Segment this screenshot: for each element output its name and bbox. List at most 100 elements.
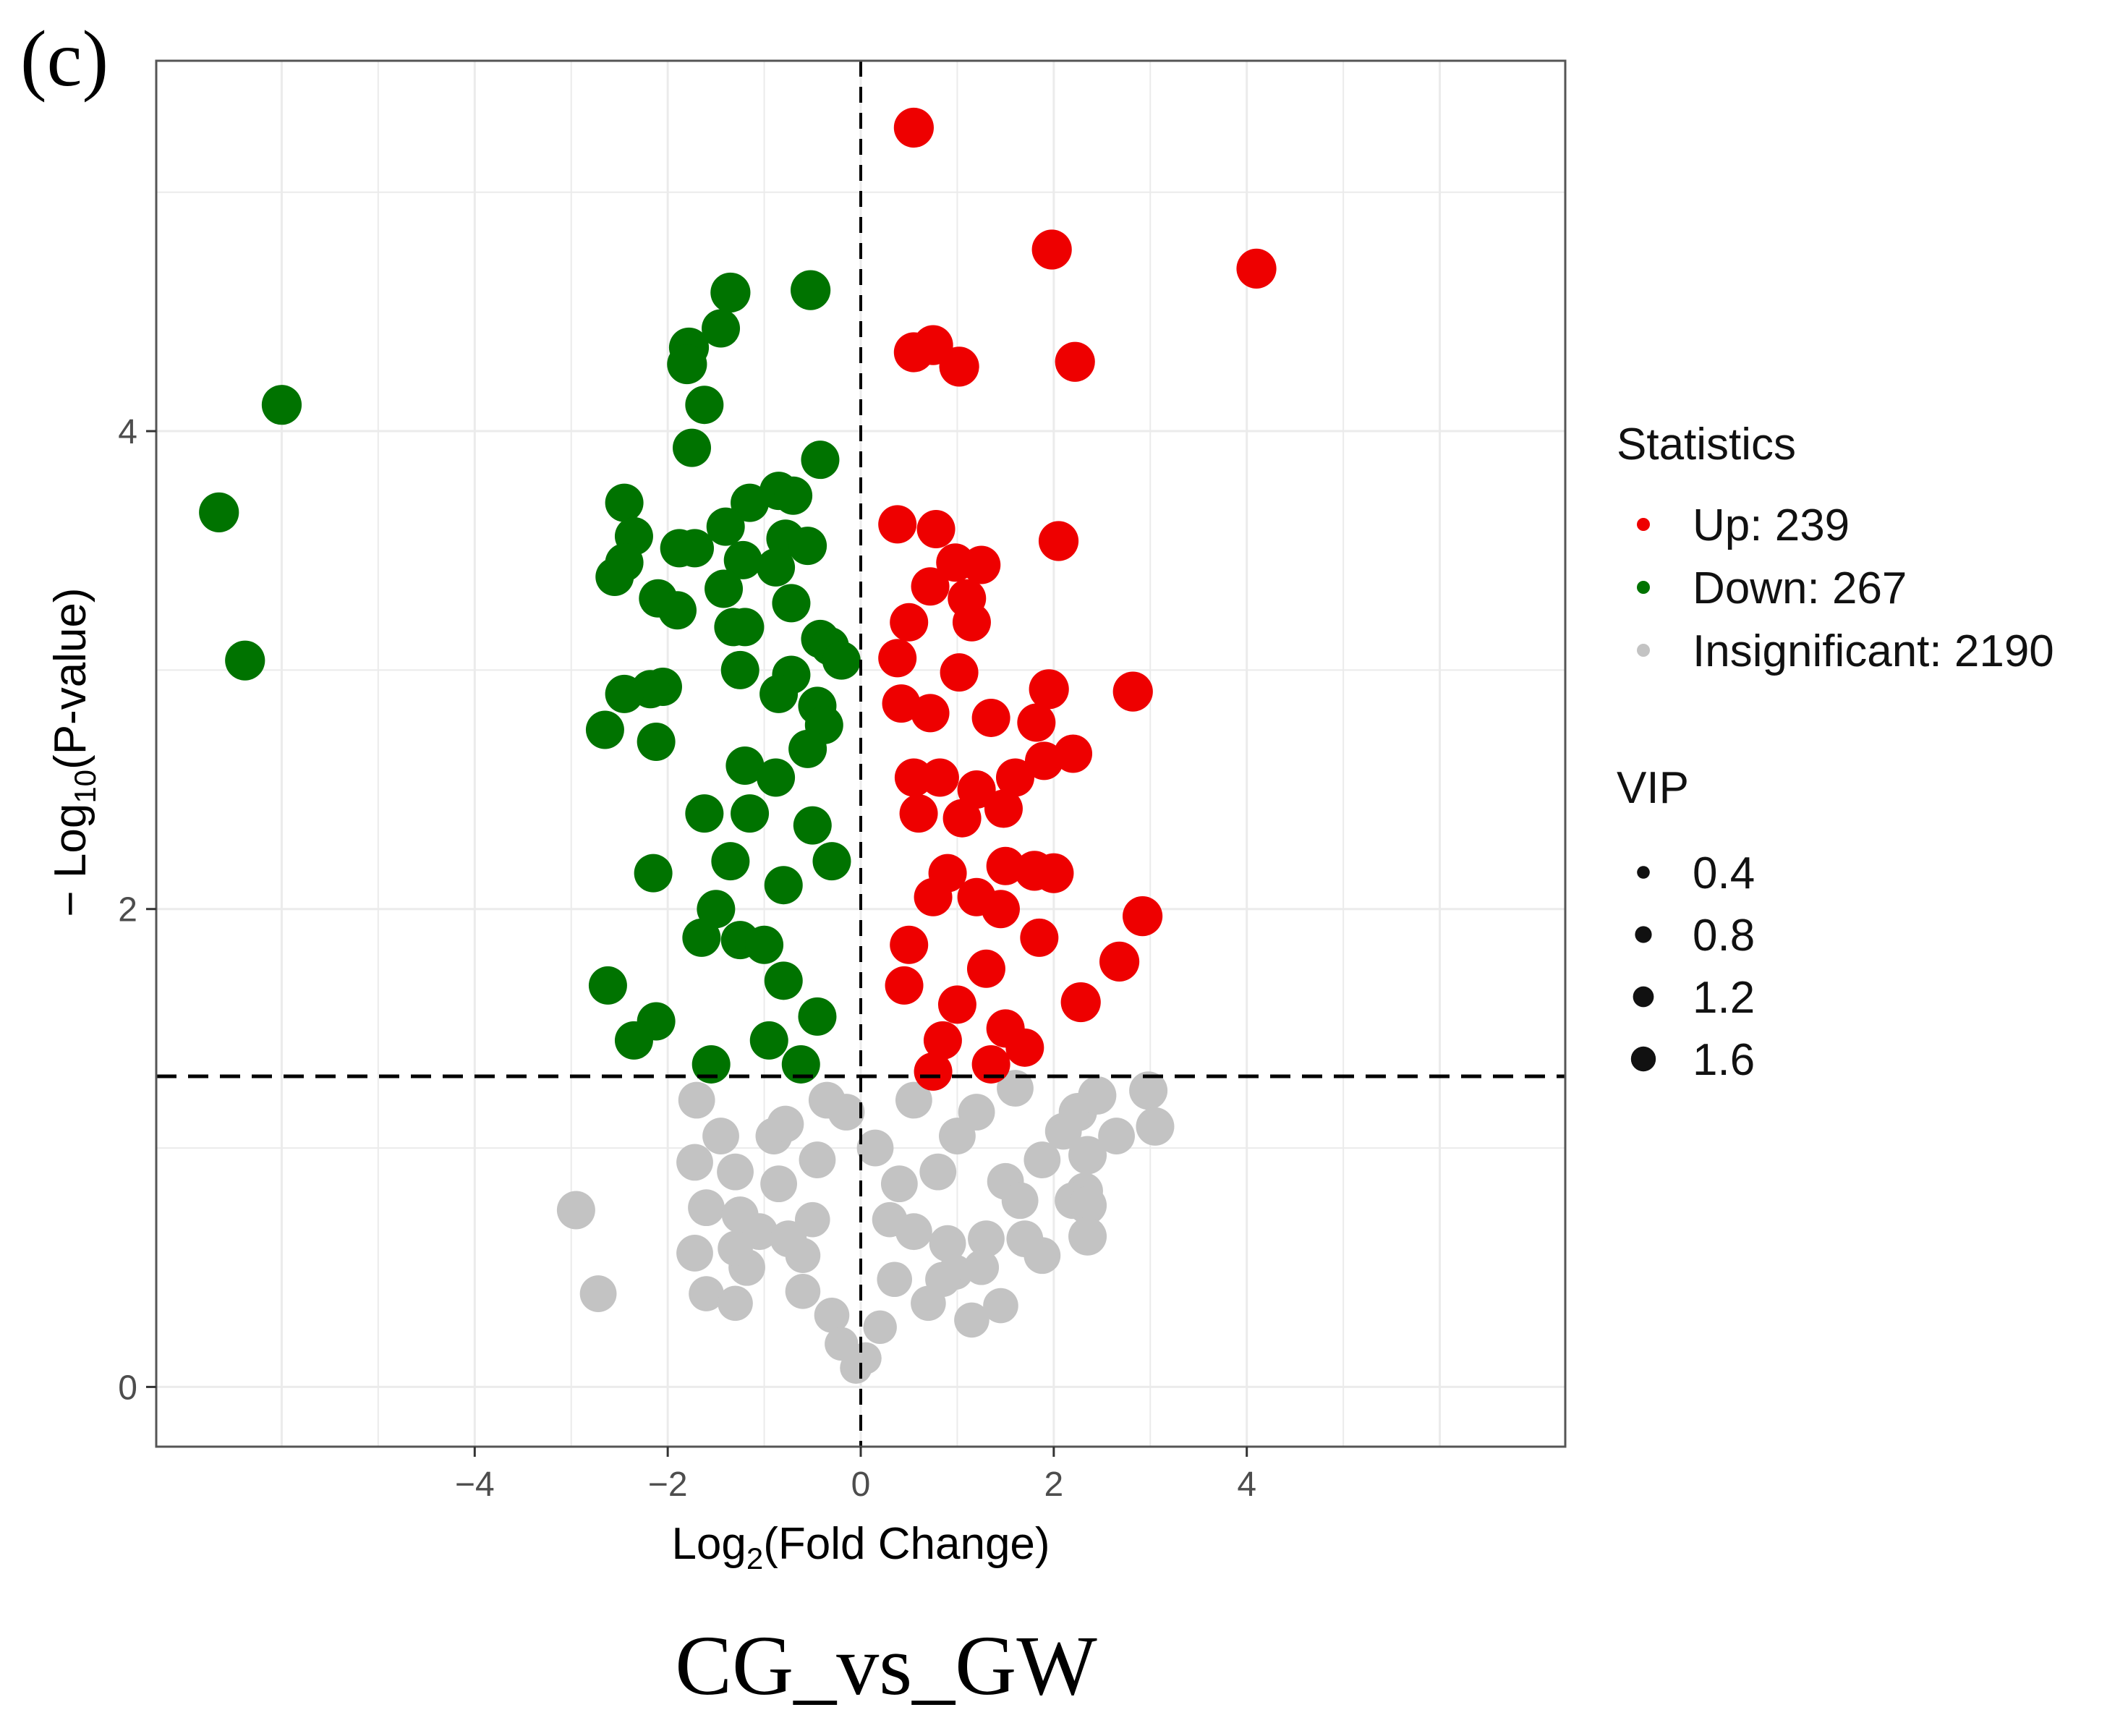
point-down xyxy=(788,729,827,768)
point-insignificant xyxy=(785,1273,821,1309)
point-up xyxy=(1020,918,1059,957)
point-up xyxy=(923,1021,962,1060)
point-insignificant xyxy=(968,1220,1005,1257)
point-down xyxy=(757,758,796,797)
point-insignificant xyxy=(880,1165,918,1203)
point-insignificant xyxy=(718,1285,753,1322)
point-down xyxy=(705,569,744,608)
legend-statistics-title: Statistics xyxy=(1617,420,1796,469)
legend-key-down xyxy=(1637,581,1650,594)
point-insignificant xyxy=(556,1191,595,1230)
legend-vip-key xyxy=(1630,1046,1656,1072)
point-down xyxy=(725,608,765,647)
point-insignificant xyxy=(785,1238,821,1274)
point-insignificant xyxy=(1068,1186,1107,1225)
point-insignificant xyxy=(799,1141,836,1178)
legend-vip-label: 0.4 xyxy=(1693,848,1755,898)
point-down xyxy=(225,640,265,681)
y-axis-title-main: − Log xyxy=(46,804,95,917)
y-axis-title: − Log10(P-value) xyxy=(46,587,102,916)
point-down xyxy=(605,674,644,713)
point-down xyxy=(667,344,707,385)
point-insignificant xyxy=(1129,1071,1168,1110)
point-up xyxy=(962,545,1001,584)
x-axis-title-main: Log xyxy=(671,1519,746,1569)
point-down xyxy=(812,842,851,881)
point-up xyxy=(885,966,924,1005)
point-down xyxy=(614,1021,653,1060)
point-insignificant xyxy=(1068,1136,1107,1175)
point-up xyxy=(890,603,929,642)
point-insignificant xyxy=(877,1261,912,1298)
point-down xyxy=(605,483,644,522)
point-down xyxy=(706,507,745,546)
point-down xyxy=(731,483,770,522)
chart-subtitle: CG_vs_GW xyxy=(675,1618,1097,1713)
point-insignificant xyxy=(794,1201,830,1238)
point-insignificant xyxy=(702,1118,739,1154)
x-tick-label: −4 xyxy=(455,1465,495,1504)
x-axis-title-subscript: 2 xyxy=(746,1541,763,1575)
point-up xyxy=(920,758,959,797)
point-insignificant xyxy=(718,1230,753,1267)
point-down xyxy=(634,854,673,893)
x-tick-label: 0 xyxy=(851,1465,871,1504)
legend-vip-key xyxy=(1637,866,1650,879)
point-insignificant xyxy=(958,1094,995,1131)
point-insignificant xyxy=(895,1081,932,1119)
point-insignificant xyxy=(676,1235,713,1272)
point-down xyxy=(788,527,827,566)
point-up xyxy=(971,1044,1010,1084)
point-up xyxy=(984,789,1023,828)
point-insignificant xyxy=(925,1261,961,1298)
point-up xyxy=(916,509,956,548)
point-down xyxy=(759,674,799,713)
point-insignificant xyxy=(814,1298,850,1333)
point-insignificant xyxy=(825,1327,859,1361)
point-up xyxy=(882,684,921,723)
point-insignificant xyxy=(1098,1118,1135,1154)
legend-key-insignificant xyxy=(1637,644,1650,657)
point-down xyxy=(710,272,751,313)
point-down xyxy=(691,1044,731,1084)
point-up xyxy=(899,794,938,833)
point-down xyxy=(702,309,741,348)
point-down xyxy=(673,428,712,467)
legend-vip-items: 0.4 0.8 1.2 1.6 xyxy=(1630,848,1755,1085)
y-tick-label: 2 xyxy=(118,891,137,929)
point-down xyxy=(781,1044,820,1084)
point-down xyxy=(798,997,837,1036)
point-down xyxy=(711,842,750,881)
legend-statistics-items: Up: 239 Down: 267 Insignificant: 2190 xyxy=(1637,501,2054,676)
x-tick-label: 2 xyxy=(1044,1465,1063,1504)
data-points xyxy=(199,107,1277,1384)
point-down xyxy=(261,385,302,425)
point-down xyxy=(585,710,624,749)
point-up xyxy=(890,925,929,964)
point-down xyxy=(757,548,796,587)
point-up xyxy=(878,505,917,544)
y-axis-title-rest: (P-value) xyxy=(46,587,95,770)
point-insignificant xyxy=(872,1201,908,1238)
point-up xyxy=(1112,671,1153,712)
point-insignificant xyxy=(1136,1107,1175,1146)
point-up xyxy=(911,694,950,733)
x-axis-ticks: −4 −2 0 2 4 xyxy=(455,1447,1256,1504)
point-down xyxy=(793,806,832,845)
legend-label-up: Up: 239 xyxy=(1693,501,1850,550)
point-insignificant xyxy=(954,1302,989,1338)
legend-label-insignificant: Insignificant: 2190 xyxy=(1693,626,2054,676)
legend: Statistics Up: 239 Down: 267 Insignificant… xyxy=(1617,420,2054,1085)
point-down xyxy=(791,270,831,310)
legend-vip-key xyxy=(1635,926,1652,943)
point-up xyxy=(966,949,1005,988)
x-tick-label: 4 xyxy=(1237,1465,1256,1504)
point-down xyxy=(657,591,697,630)
point-up xyxy=(1029,669,1069,710)
point-up xyxy=(1054,734,1093,773)
point-down xyxy=(774,476,813,515)
point-insignificant xyxy=(767,1105,804,1143)
point-down xyxy=(685,794,724,833)
point-insignificant xyxy=(849,1342,882,1374)
